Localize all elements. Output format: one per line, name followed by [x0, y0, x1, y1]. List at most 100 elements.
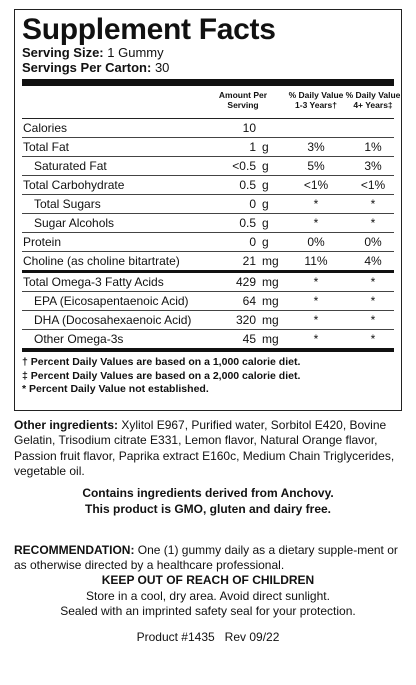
nutrient-label: Other Omega-3s	[34, 332, 124, 346]
other-ingredients: Other ingredients: Xylitol E967, Purifie…	[14, 418, 404, 480]
nutrient-amount: 10	[242, 121, 256, 135]
nutrient-dv-1-3: *	[313, 332, 319, 346]
nutrient-unit: g	[262, 178, 269, 192]
panel-footnotes: † Percent Daily Values are based on a 1,…	[22, 348, 394, 397]
nutrient-amount: <0.5	[232, 159, 256, 173]
table-row: EPA (Eicosapentaenoic Acid) 64 mg * *	[22, 292, 394, 311]
nutrient-dv-1-3: 3%	[307, 140, 325, 154]
servings-label: Servings Per Carton:	[22, 60, 152, 75]
nutrient-unit: mg	[262, 254, 279, 268]
nutrient-unit: mg	[262, 313, 279, 327]
nutrient-dv-1-3: *	[313, 197, 319, 211]
other-ingredients-label: Other ingredients:	[14, 418, 119, 432]
servings-per-carton-line: Servings Per Carton: 30	[22, 60, 394, 75]
nutrient-amount: 429	[235, 275, 256, 289]
column-headers: Amount Per Serving % Daily Value 1-3 Yea…	[22, 86, 401, 118]
nutrient-dv-1-3: <1%	[303, 178, 329, 192]
nutrient-dv-1-3: *	[313, 294, 319, 308]
nutrient-table: Calories 10 Total Fat 1 g 3% 1% Saturate…	[22, 118, 394, 348]
table-row: Total Carbohydrate 0.5 g <1% <1%	[22, 176, 394, 195]
table-row: Calories 10	[22, 119, 394, 138]
table-row: DHA (Docosahexaenoic Acid) 320 mg * *	[22, 311, 394, 330]
nutrient-amount: 0.5	[239, 178, 256, 192]
nutrient-dv-4-plus: *	[370, 332, 376, 346]
nutrient-dv-1-3: 0%	[307, 235, 325, 249]
allergen-statement: Contains ingredients derived from Anchov…	[0, 486, 416, 517]
allergen-line: Contains ingredients derived from Anchov…	[82, 486, 334, 500]
footnote-1000-calorie: † Percent Daily Values are based on a 1,…	[22, 356, 301, 368]
nutrient-dv-4-plus: 1%	[364, 140, 382, 154]
nutrient-dv-4-plus: *	[370, 216, 376, 230]
serving-size-label: Serving Size:	[22, 45, 104, 60]
table-row: Sugar Alcohols 0.5 g * *	[22, 214, 394, 233]
warning-block: KEEP OUT OF REACH OF CHILDREN Store in a…	[0, 573, 416, 620]
recommendation-text: One (1) gummy daily as a dietary supple-…	[14, 543, 398, 573]
recommendation: RECOMMENDATION: One (1) gummy daily as a…	[14, 543, 406, 574]
nutrient-dv-4-plus: 4%	[364, 254, 382, 268]
nutrient-amount: 45	[242, 332, 256, 346]
warning-line: Sealed with an imprinted safety seal for…	[60, 604, 356, 618]
nutrient-unit: g	[262, 216, 269, 230]
product-number: Product #1435 Rev 09/22	[136, 630, 280, 644]
nutrient-label: EPA (Eicosapentaenoic Acid)	[34, 294, 189, 308]
nutrient-dv-4-plus: *	[370, 294, 376, 308]
nutrient-label: Total Carbohydrate	[23, 178, 125, 192]
table-row: Total Sugars 0 g * *	[22, 195, 394, 214]
nutrient-dv-4-plus: 3%	[364, 159, 382, 173]
nutrient-label: Choline (as choline bitartrate)	[23, 254, 180, 268]
table-row: Protein 0 g 0% 0%	[22, 233, 394, 252]
warning-line: Store in a cool, dry area. Avoid direct …	[86, 588, 330, 603]
nutrient-dv-4-plus: <1%	[360, 178, 386, 192]
table-row: Choline (as choline bitartrate) 21 mg 11…	[22, 252, 394, 273]
nutrient-amount: 21	[242, 254, 256, 268]
footnote-dv-not-established: * Percent Daily Value not established.	[22, 383, 209, 395]
nutrient-dv-1-3: 11%	[304, 254, 328, 268]
warning-heading: KEEP OUT OF REACH OF CHILDREN	[101, 573, 315, 587]
nutrient-label: Saturated Fat	[34, 159, 107, 173]
nutrient-dv-1-3: *	[313, 216, 319, 230]
other-ingredients-text: Xylitol E967, Purified water, Sorbitol E…	[14, 418, 395, 479]
nutrient-unit: mg	[262, 275, 279, 289]
header-amount: Amount Per Serving	[218, 90, 268, 110]
nutrient-dv-4-plus: *	[370, 313, 376, 327]
nutrient-unit: mg	[262, 294, 279, 308]
nutrient-unit: g	[262, 140, 269, 154]
nutrient-amount: 0.5	[239, 216, 256, 230]
nutrient-amount: 0	[249, 197, 256, 211]
nutrient-dv-4-plus: 0%	[364, 235, 382, 249]
nutrient-dv-1-3: *	[313, 313, 319, 327]
nutrient-label: Total Sugars	[34, 197, 101, 211]
nutrient-label: Total Fat	[23, 140, 70, 154]
thick-divider	[22, 79, 394, 86]
nutrient-label: Protein	[23, 235, 62, 249]
nutrient-amount: 64	[242, 294, 256, 308]
nutrient-amount: 1	[249, 140, 256, 154]
header-dv-1-3-years: % Daily Value 1-3 Years†	[288, 90, 344, 110]
footnote-2000-calorie: ‡ Percent Daily Values are based on a 2,…	[22, 369, 301, 382]
nutrient-dv-1-3: *	[313, 275, 319, 289]
nutrient-label: DHA (Docosahexaenoic Acid)	[34, 313, 192, 327]
servings-value: 30	[154, 60, 170, 75]
nutrient-label: Sugar Alcohols	[34, 216, 115, 230]
serving-size-line: Serving Size: 1 Gummy	[22, 45, 394, 60]
nutrient-label: Total Omega-3 Fatty Acids	[23, 275, 164, 289]
panel-title: Supplement Facts	[22, 13, 276, 46]
allergen-line: This product is GMO, gluten and dairy fr…	[84, 501, 332, 516]
nutrient-unit: g	[262, 159, 269, 173]
header-dv-4-plus-years: % Daily Value 4+ Years‡	[345, 90, 401, 110]
nutrient-unit: g	[262, 197, 269, 211]
nutrient-dv-4-plus: *	[370, 275, 376, 289]
nutrient-unit: g	[262, 235, 269, 249]
supplement-facts-panel: Supplement Facts Serving Size: 1 Gummy S…	[14, 9, 402, 411]
nutrient-unit: mg	[262, 332, 279, 346]
nutrient-amount: 0	[249, 235, 256, 249]
nutrient-amount: 320	[235, 313, 256, 327]
table-row: Total Fat 1 g 3% 1%	[22, 138, 394, 157]
nutrient-label: Calories	[23, 121, 68, 135]
nutrient-dv-1-3: 5%	[307, 159, 325, 173]
nutrient-dv-4-plus: *	[370, 197, 376, 211]
table-row: Saturated Fat <0.5 g 5% 3%	[22, 157, 394, 176]
table-row: Total Omega-3 Fatty Acids 429 mg * *	[22, 273, 394, 292]
table-row: Other Omega-3s 45 mg * *	[22, 330, 394, 348]
serving-size-value: 1 Gummy	[107, 45, 164, 60]
